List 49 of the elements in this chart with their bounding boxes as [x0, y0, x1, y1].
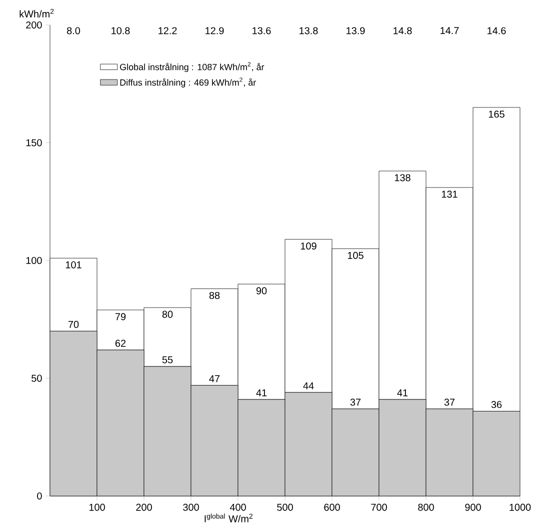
y-axis-title: kWh/m$^{2}$	[20, 8, 54, 18]
data-label: 62	[115, 340, 126, 347]
x-tick-label: 1000	[510, 504, 531, 511]
annotation: 8.0	[67, 27, 80, 34]
x-tick-label: 300	[183, 504, 199, 511]
total-label: 79	[115, 313, 126, 320]
data-label: 41	[256, 389, 267, 396]
x-tick-label: 900	[465, 504, 481, 511]
total-label: 101	[66, 261, 82, 268]
annotation: 13.9	[346, 27, 365, 34]
data-label: 70	[68, 320, 79, 328]
data-label: 55	[162, 356, 173, 364]
total-label: 105	[348, 252, 364, 259]
x-tick-label: 800	[418, 504, 434, 511]
annotation: 12.2	[158, 27, 177, 34]
total-label: 109	[300, 242, 316, 250]
total-label: 165	[488, 110, 504, 118]
total-label: 131	[442, 190, 458, 198]
data-label: 44	[303, 382, 314, 390]
annotation: 13.8	[300, 27, 318, 34]
total-label: 88	[209, 292, 220, 299]
x-axis-title: I$^{global}$ W/m$^{2}$	[204, 514, 253, 522]
data-label: 41	[397, 389, 408, 396]
annotation: 12.9	[206, 27, 224, 34]
annotation: 14.7	[440, 27, 459, 34]
y-tick-label: 150	[26, 139, 42, 146]
y-tick-label: 50	[32, 374, 42, 382]
y-tick-label: 200	[26, 21, 42, 29]
legend-label: Global instrålning : 1087 kWh/m$^{2}$, år	[120, 62, 264, 72]
legend-label: Diffus instrålning : 469 kWh/m$^{2}$, år	[120, 78, 256, 88]
x-tick-label: 400	[230, 504, 246, 511]
data-label: 37	[444, 398, 455, 406]
total-label: 138	[394, 174, 410, 182]
x-tick-label: 600	[324, 504, 340, 511]
y-tick-label: 0	[37, 492, 42, 500]
data-label: 37	[350, 398, 361, 406]
y-tick-label: 100	[26, 256, 42, 264]
data-label: 47	[209, 375, 220, 382]
x-tick-label: 700	[371, 504, 387, 511]
x-tick-label: 500	[277, 504, 293, 511]
annotation: 14.6	[488, 27, 506, 34]
x-tick-label: 200	[136, 504, 152, 511]
total-label: 80	[162, 310, 173, 318]
data-label: 36	[491, 400, 502, 408]
x-tick-label: 100	[89, 504, 105, 511]
annotation: 14.8	[394, 27, 412, 34]
annotation: 10.8	[112, 27, 130, 34]
total-label: 90	[256, 287, 267, 294]
annotation: 13.6	[252, 27, 271, 34]
